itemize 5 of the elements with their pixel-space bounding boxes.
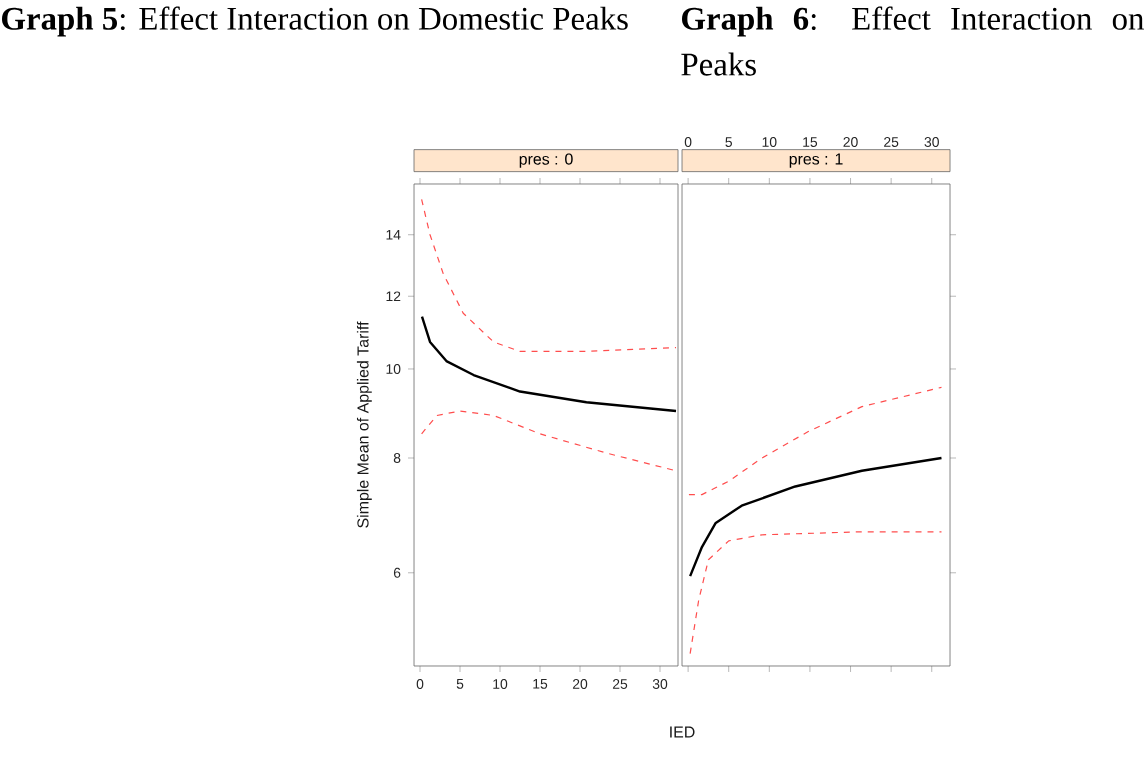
line-series — [421, 198, 677, 353]
text: Graph 5: Effect Interaction on Domestic Peaks — [2, 6, 628, 37]
line-series — [420, 315, 678, 413]
text: Graph 6: Effect Interaction on Peaks — [681, 6, 1144, 76]
line-series — [421, 410, 677, 472]
